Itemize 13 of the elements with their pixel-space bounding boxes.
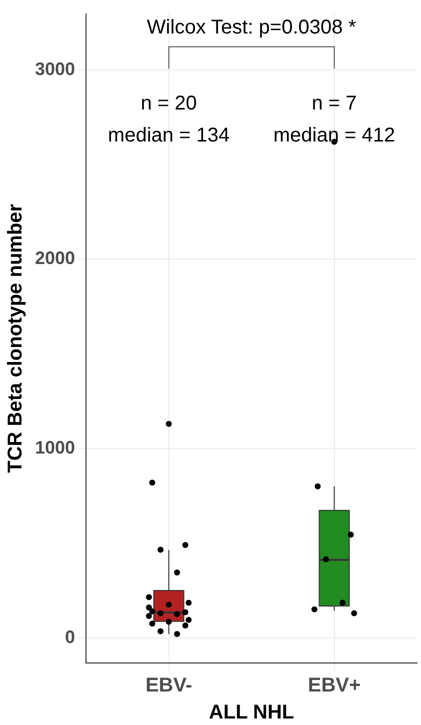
annotation: n = 7 (312, 92, 357, 114)
annotation: Wilcox Test: p=0.0308 * (146, 16, 356, 38)
y-tick-label: 3000 (34, 58, 76, 79)
annotation: n = 20 (140, 92, 197, 114)
x-tick-label: EBV- (145, 674, 192, 697)
annotation: median = 134 (108, 124, 230, 146)
annotation: median = 412 (273, 124, 396, 146)
y-axis-title: TCR Beta clonotype number (4, 204, 27, 473)
y-tick-label: 0 (65, 626, 76, 647)
y-tick-label: 2000 (34, 248, 76, 268)
y-tick-label: 1000 (34, 437, 76, 458)
x-tick-label: EBV+ (308, 674, 361, 697)
x-axis-title: ALL NHL (208, 702, 294, 724)
